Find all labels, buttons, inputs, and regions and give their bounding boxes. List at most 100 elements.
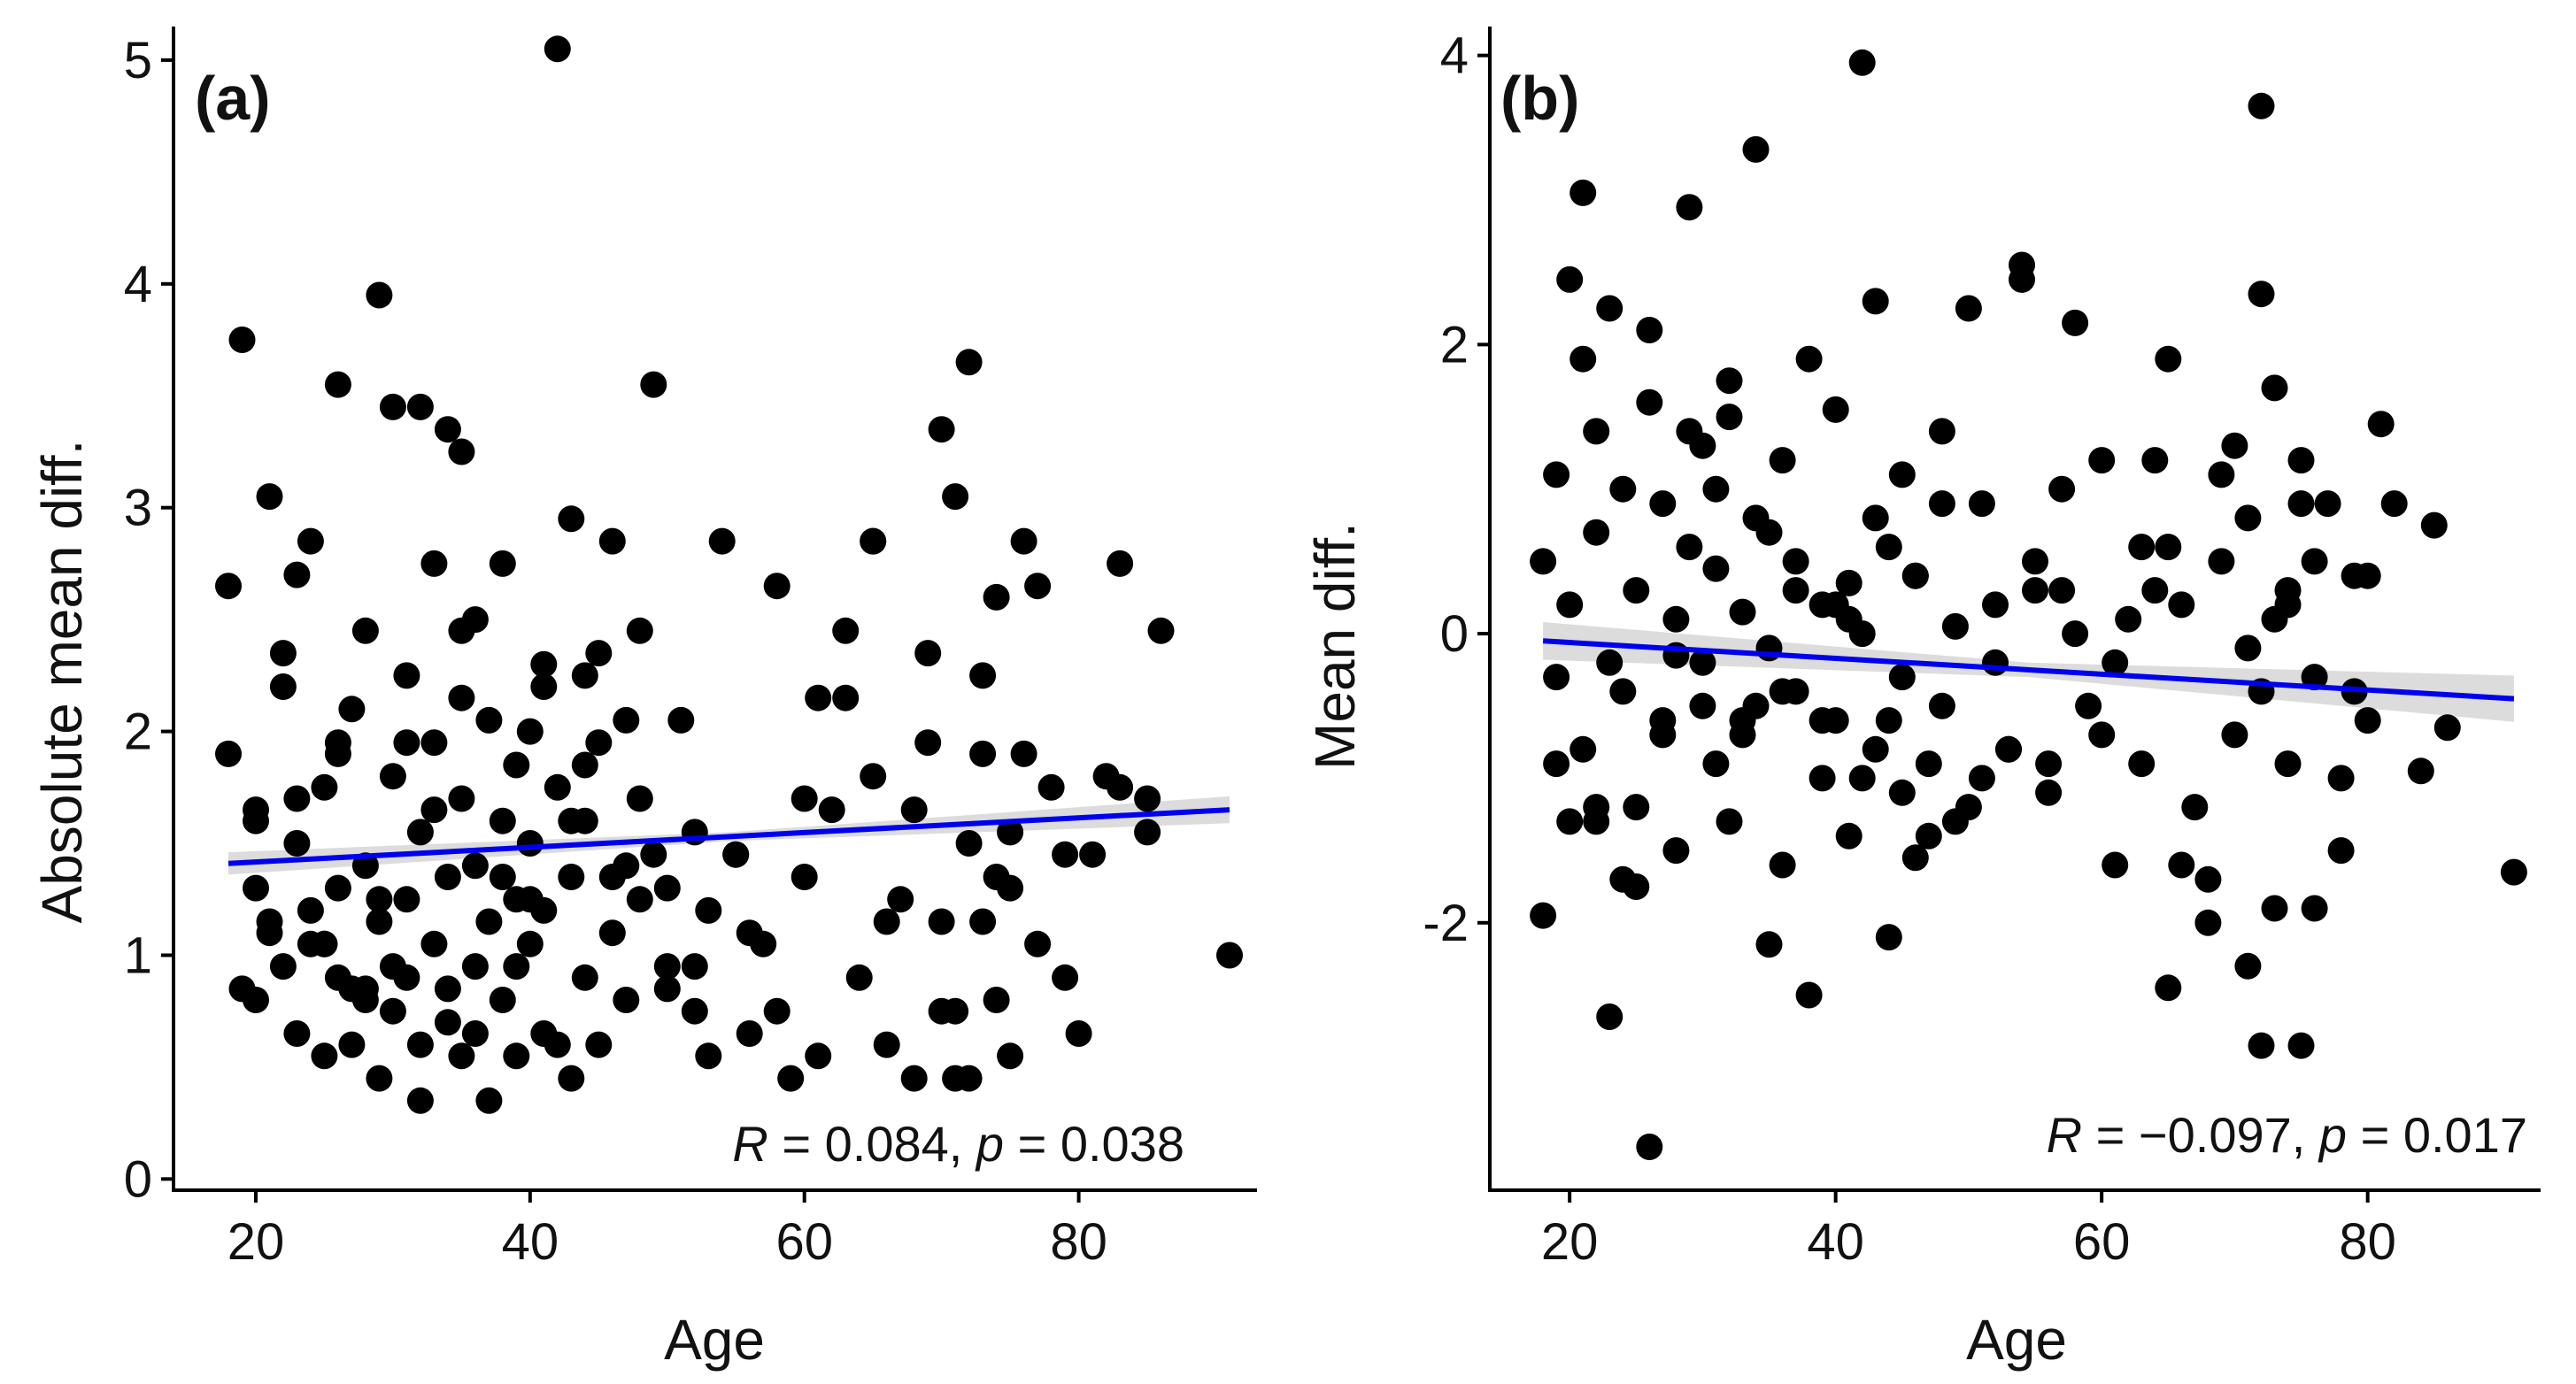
data-point (448, 1042, 475, 1070)
data-point (1809, 707, 1836, 734)
data-point (2141, 447, 2169, 474)
data-point (1024, 930, 1052, 957)
data-point (393, 662, 420, 689)
data-point (1596, 649, 1623, 676)
data-point (448, 438, 475, 465)
data-point (1596, 295, 1623, 322)
data-point (1862, 735, 1889, 763)
data-point (393, 886, 420, 913)
y-tick-label: 0 (1440, 605, 1469, 663)
data-point (2048, 475, 2076, 503)
data-point (1689, 649, 1716, 676)
data-point (2367, 411, 2395, 438)
data-point (955, 830, 983, 857)
data-point (503, 1042, 530, 1070)
data-point (1822, 591, 1849, 619)
data-point (1037, 773, 1065, 801)
data-point (1875, 707, 1902, 734)
data-point (997, 1042, 1024, 1070)
data-point (2009, 251, 2035, 279)
data-point (1848, 49, 1876, 76)
data-point (1809, 765, 1836, 792)
data-point (763, 997, 791, 1025)
data-point (406, 1031, 434, 1058)
data-point (215, 573, 242, 600)
data-point (983, 864, 1010, 890)
data-point (228, 975, 256, 1003)
data-point (379, 763, 406, 790)
data-point (420, 930, 448, 957)
data-point (324, 874, 351, 902)
data-point (667, 706, 695, 734)
data-point (2327, 765, 2355, 792)
data-point (1543, 750, 1570, 778)
panel-a: 0 1 2 3 4 5 20 40 60 80 (a) Age Absolute mean di… (30, 27, 1257, 1372)
data-point (243, 874, 269, 902)
data-point (2102, 851, 2129, 879)
data-point (1689, 692, 1716, 719)
data-point (791, 785, 818, 812)
data-point (2234, 504, 2262, 532)
data-point (887, 886, 914, 913)
regression-line (1542, 638, 2515, 702)
data-point (2248, 281, 2275, 308)
data-point (448, 617, 475, 644)
data-point (2022, 548, 2048, 575)
data-point (1982, 591, 2009, 619)
data-point (2168, 851, 2195, 879)
data-point (2261, 605, 2288, 633)
data-point (1583, 519, 1610, 546)
regression-line (228, 807, 1230, 866)
x-tick-label: 20 (228, 1213, 285, 1271)
data-point (1662, 605, 1690, 633)
data-point (2155, 345, 2182, 373)
data-point (914, 640, 942, 667)
data-point (1901, 562, 1929, 589)
data-point (1968, 490, 1995, 518)
data-point (1676, 534, 1703, 561)
data-point (1755, 931, 1783, 958)
data-point (1915, 750, 1942, 778)
data-point (598, 527, 626, 555)
data-point (1649, 490, 1677, 518)
data-point (1623, 794, 1650, 821)
data-point (1556, 808, 1584, 835)
data-point (530, 673, 558, 700)
data-point (366, 908, 393, 935)
data-point (640, 841, 667, 868)
data-point (2248, 92, 2275, 119)
data-point (420, 796, 448, 824)
data-point (544, 1031, 571, 1058)
data-point (1583, 418, 1610, 445)
data-point (311, 930, 338, 957)
data-point (585, 640, 613, 667)
y-tick-label: 2 (1440, 316, 1469, 373)
data-point (571, 964, 598, 991)
data-point (2287, 447, 2315, 474)
data-point (1835, 569, 1863, 596)
y-tick-label: 1 (124, 927, 152, 984)
data-point (311, 773, 338, 801)
data-point (1888, 779, 1916, 806)
data-point (2261, 374, 2288, 402)
data-point (1052, 841, 1079, 868)
data-point (475, 908, 503, 935)
data-point (598, 919, 626, 947)
data-point (558, 505, 585, 533)
data-point (2261, 895, 2288, 922)
data-point (1848, 765, 1876, 792)
data-point (695, 896, 722, 924)
data-point (448, 785, 475, 812)
data-point (558, 1065, 585, 1092)
data-point (406, 819, 434, 846)
data-point (338, 696, 366, 723)
data-point (1636, 388, 1663, 416)
data-point (530, 650, 558, 678)
data-point (598, 864, 626, 890)
data-point (516, 930, 544, 957)
data-point (1543, 664, 1570, 691)
data-point (1216, 942, 1243, 969)
data-point (434, 416, 461, 443)
data-point (914, 729, 942, 757)
data-point (448, 684, 475, 711)
